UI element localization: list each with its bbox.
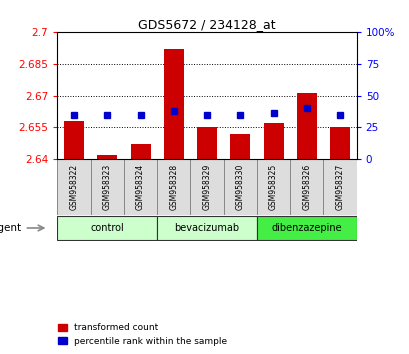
Text: GSM958324: GSM958324 <box>136 164 145 210</box>
Text: GSM958330: GSM958330 <box>235 164 244 210</box>
Bar <box>130 144 150 159</box>
Text: GSM958327: GSM958327 <box>335 164 344 210</box>
Text: GSM958325: GSM958325 <box>268 164 277 210</box>
Bar <box>230 134 249 159</box>
FancyBboxPatch shape <box>157 159 190 215</box>
Legend: transformed count, percentile rank within the sample: transformed count, percentile rank withi… <box>58 324 227 346</box>
FancyBboxPatch shape <box>57 216 157 240</box>
Text: agent: agent <box>0 223 21 233</box>
Text: GSM958329: GSM958329 <box>202 164 211 210</box>
Bar <box>64 121 84 159</box>
Bar <box>164 49 183 159</box>
Bar <box>97 155 117 159</box>
Text: dibenzazepine: dibenzazepine <box>271 223 341 233</box>
Title: GDS5672 / 234128_at: GDS5672 / 234128_at <box>138 18 275 31</box>
Bar <box>329 127 349 159</box>
Text: bevacizumab: bevacizumab <box>174 223 239 233</box>
Text: GSM958322: GSM958322 <box>70 164 79 210</box>
FancyBboxPatch shape <box>90 159 124 215</box>
FancyBboxPatch shape <box>290 159 323 215</box>
FancyBboxPatch shape <box>323 159 356 215</box>
Text: GSM958326: GSM958326 <box>301 164 310 210</box>
Text: GSM958323: GSM958323 <box>103 164 112 210</box>
FancyBboxPatch shape <box>57 159 90 215</box>
Text: control: control <box>90 223 124 233</box>
FancyBboxPatch shape <box>124 159 157 215</box>
Bar <box>263 123 283 159</box>
FancyBboxPatch shape <box>157 216 256 240</box>
FancyBboxPatch shape <box>256 216 356 240</box>
Text: GSM958328: GSM958328 <box>169 164 178 210</box>
FancyBboxPatch shape <box>223 159 256 215</box>
Bar <box>197 127 216 159</box>
Bar <box>296 93 316 159</box>
FancyBboxPatch shape <box>256 159 290 215</box>
FancyBboxPatch shape <box>190 159 223 215</box>
